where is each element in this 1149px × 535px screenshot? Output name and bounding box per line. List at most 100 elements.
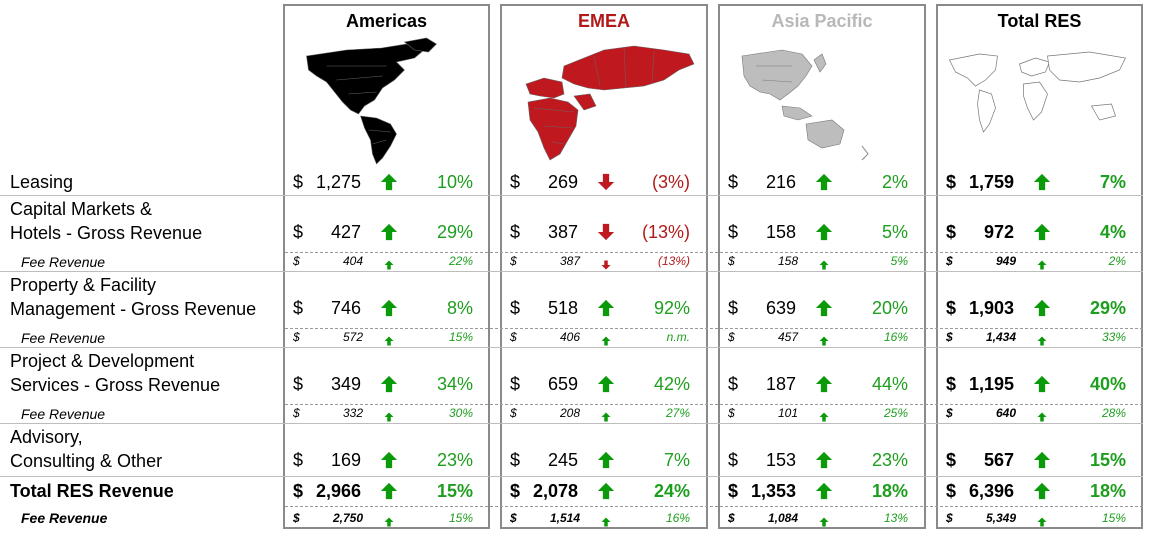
growth-percent: 25% xyxy=(883,406,908,420)
revenue-value: 1,084 xyxy=(767,511,798,525)
revenue-value: 349 xyxy=(330,374,361,394)
arrow-up-icon xyxy=(601,333,611,351)
arrow-up-icon xyxy=(601,514,611,532)
currency-symbol: $ xyxy=(293,406,300,420)
row-label-property-line1: Property & Facility xyxy=(10,275,157,295)
growth-percent: n.m. xyxy=(666,330,690,344)
arrow-up-icon xyxy=(380,299,398,322)
revenue-value: 2,750 xyxy=(332,511,363,525)
arrow-up-icon xyxy=(815,482,833,505)
currency-symbol: $ xyxy=(510,172,521,192)
currency-symbol: $ xyxy=(728,172,739,192)
row-separator xyxy=(0,271,1143,272)
row-separator xyxy=(285,506,1143,507)
currency-symbol: $ xyxy=(510,222,521,242)
growth-percent: (13%) xyxy=(657,254,690,268)
growth-percent: 23% xyxy=(436,450,473,470)
growth-percent: 40% xyxy=(1089,374,1126,394)
growth-percent: 22% xyxy=(448,254,473,268)
arrow-up-icon xyxy=(1033,173,1051,196)
growth-percent: 16% xyxy=(665,511,690,525)
currency-symbol: $ xyxy=(510,450,521,470)
arrow-up-icon xyxy=(384,257,394,275)
growth-percent: 33% xyxy=(1101,330,1126,344)
revenue-value: 158 xyxy=(765,222,796,242)
world-map-icon xyxy=(938,36,1141,166)
revenue-value: 5,349 xyxy=(985,511,1016,525)
currency-symbol: $ xyxy=(728,254,735,268)
arrow-up-icon xyxy=(819,514,829,532)
revenue-value: 387 xyxy=(547,222,578,242)
growth-percent: 44% xyxy=(871,374,908,394)
currency-symbol: $ xyxy=(293,222,304,242)
currency-symbol: $ xyxy=(293,450,304,470)
arrow-up-icon xyxy=(1033,375,1051,398)
row-label-fee-revenue: Fee Revenue xyxy=(21,254,106,270)
currency-symbol: $ xyxy=(293,511,300,525)
revenue-value: 404 xyxy=(342,254,363,268)
row-label-capital-markets-line1: Capital Markets & xyxy=(10,199,153,219)
growth-percent: 15% xyxy=(436,481,473,501)
row-separator xyxy=(285,252,1143,253)
growth-percent: 28% xyxy=(1101,406,1126,420)
revenue-value: 640 xyxy=(995,406,1016,420)
arrow-up-icon xyxy=(1037,333,1047,351)
revenue-value: 153 xyxy=(765,450,796,470)
currency-symbol: $ xyxy=(510,298,521,318)
growth-percent: 8% xyxy=(446,298,473,318)
revenue-value: 406 xyxy=(559,330,580,344)
revenue-value: 457 xyxy=(777,330,798,344)
revenue-value: 169 xyxy=(330,450,361,470)
arrow-up-icon xyxy=(380,223,398,246)
arrow-up-icon xyxy=(597,482,615,505)
revenue-value: 972 xyxy=(983,222,1014,242)
growth-percent: 34% xyxy=(436,374,473,394)
currency-symbol: $ xyxy=(728,298,739,318)
currency-symbol: $ xyxy=(510,254,517,268)
growth-percent: 2% xyxy=(881,172,908,192)
region-title-asia: Asia Pacific xyxy=(771,11,873,31)
arrow-down-icon xyxy=(601,257,611,275)
revenue-value: 1,903 xyxy=(968,298,1014,318)
growth-percent: 24% xyxy=(653,481,690,501)
currency-symbol: $ xyxy=(946,481,957,501)
arrow-up-icon xyxy=(815,299,833,322)
arrow-up-icon xyxy=(384,409,394,427)
revenue-value: 2,078 xyxy=(532,481,578,501)
revenue-value: 1,759 xyxy=(968,172,1014,192)
revenue-value: 1,195 xyxy=(968,374,1014,394)
currency-symbol: $ xyxy=(293,254,300,268)
growth-percent: 15% xyxy=(1089,450,1126,470)
arrow-down-icon xyxy=(597,173,615,196)
revenue-value: 2,966 xyxy=(315,481,361,501)
arrow-up-icon xyxy=(380,375,398,398)
growth-percent: 2% xyxy=(1108,254,1126,268)
currency-symbol: $ xyxy=(946,406,953,420)
arrow-up-icon xyxy=(597,375,615,398)
growth-percent: 29% xyxy=(1089,298,1126,318)
row-label-total-res-revenue: Total RES Revenue xyxy=(10,481,174,501)
currency-symbol: $ xyxy=(946,172,957,192)
currency-symbol: $ xyxy=(728,374,739,394)
currency-symbol: $ xyxy=(946,450,957,470)
currency-symbol: $ xyxy=(293,374,304,394)
arrow-up-icon xyxy=(1037,514,1047,532)
growth-percent: 15% xyxy=(448,511,473,525)
row-label-leasing: Leasing xyxy=(10,172,74,192)
revenue-value: 332 xyxy=(342,406,363,420)
row-label-project-line2: Services - Gross Revenue xyxy=(10,375,221,395)
currency-symbol: $ xyxy=(510,481,521,501)
growth-percent: 4% xyxy=(1099,222,1126,242)
revenue-value: 101 xyxy=(777,406,798,420)
arrow-up-icon xyxy=(597,299,615,322)
revenue-value: 567 xyxy=(983,450,1014,470)
row-separator xyxy=(0,423,1143,424)
growth-percent: 15% xyxy=(448,330,473,344)
currency-symbol: $ xyxy=(510,511,517,525)
growth-percent: 7% xyxy=(1099,172,1126,192)
arrow-up-icon xyxy=(819,409,829,427)
arrow-up-icon xyxy=(597,451,615,474)
arrow-up-icon xyxy=(815,173,833,196)
row-separator xyxy=(285,404,1143,405)
row-separator xyxy=(0,195,1143,196)
